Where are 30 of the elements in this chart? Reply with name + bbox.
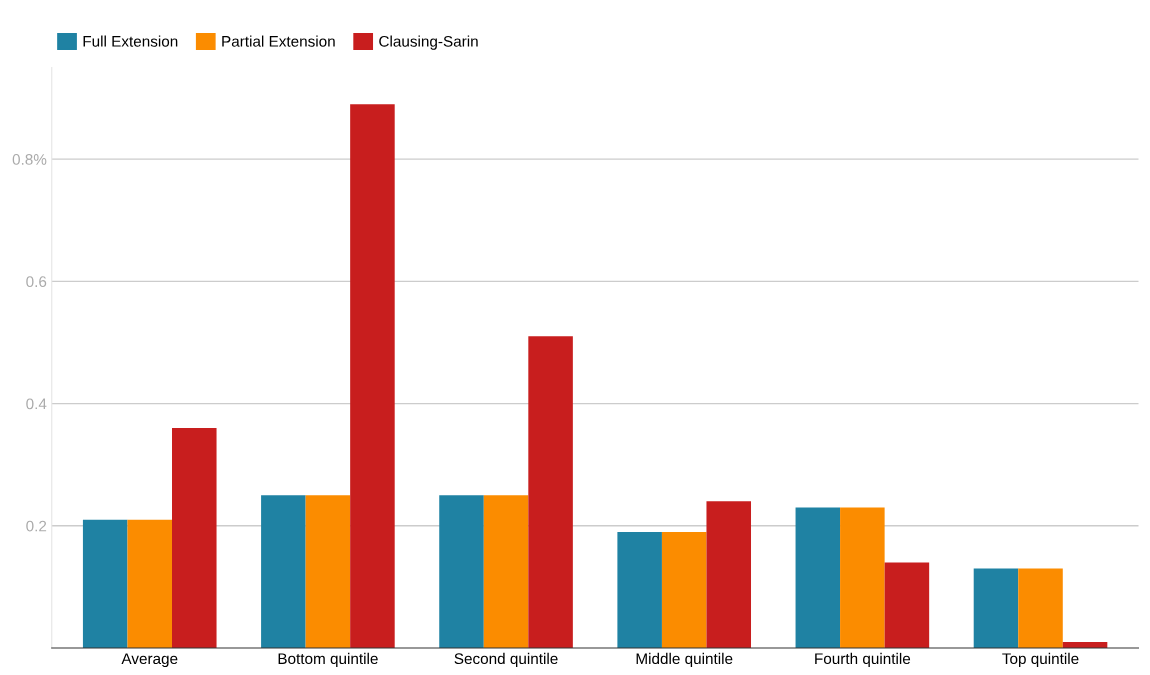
bar [528,336,573,648]
bar [305,495,351,648]
bar [261,495,306,648]
bar [483,495,529,648]
bar [884,562,930,648]
bar [706,501,752,648]
bar [350,104,395,648]
bar [172,428,217,648]
bar [973,568,1019,648]
legend-label: Partial Extension [222,35,335,47]
y-tick-label: 0.4 [26,398,47,410]
y-tick-label: 0.8% [12,154,47,165]
bar [795,507,841,648]
y-tick-label: 0.2 [26,520,47,532]
bar [661,531,707,648]
bar [617,531,662,648]
bar [127,519,173,648]
x-tick-label: Average [121,653,178,668]
bar [82,519,128,648]
x-tick-label: Fourth quintile [815,652,911,668]
bar [1018,568,1063,648]
x-tick-label: Second quintile [454,652,558,668]
legend-label: Full Extension [83,35,178,47]
x-tick-label: Middle quintile [636,652,733,668]
x-tick-label: Bottom quintile [278,652,378,668]
bar [840,507,885,648]
bar [439,495,484,648]
y-tick-label: 0.6 [26,276,47,288]
x-tick-label: Top quintile [1002,652,1079,668]
legend-label: Clausing-Sarin [379,35,478,50]
